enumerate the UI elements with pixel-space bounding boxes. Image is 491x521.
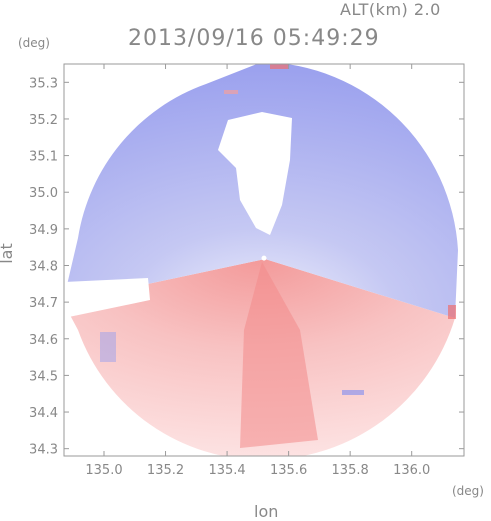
echo-artifact <box>224 90 238 94</box>
radar-site-marker <box>261 255 267 261</box>
x-tick-label: 135.6 <box>270 463 307 478</box>
x-axis-title: lon <box>254 502 279 521</box>
x-tick-label: 135.2 <box>147 463 184 478</box>
y-unit-label: (deg) <box>18 36 50 50</box>
radar-echo-layer <box>64 64 458 456</box>
y-tick-label: 35.0 <box>29 186 58 201</box>
plot-frame <box>63 63 465 457</box>
y-tick-label: 34.9 <box>29 223 58 238</box>
y-tick-label: 34.8 <box>29 259 58 274</box>
receding-core-streak <box>240 262 318 448</box>
no-echo-wedge-west <box>64 278 150 318</box>
y-tick-label: 35.3 <box>29 76 58 91</box>
timestamp-label: 2013/09/16 05:49:29 <box>128 26 380 51</box>
echo-artifact <box>100 332 116 362</box>
echo-artifact <box>270 64 288 69</box>
y-tick-label: 34.4 <box>29 406 58 421</box>
echo-artifact <box>448 305 456 319</box>
y-axis: 35.3 35.2 35.1 35.0 34.9 34.8 34.7 34.6 34.5 34.4… <box>29 76 464 458</box>
y-tick-label: 35.1 <box>29 150 58 165</box>
y-tick-label: 34.5 <box>29 369 58 384</box>
altitude-label: ALT(km) 2.0 <box>340 0 441 19</box>
echo-artifact <box>342 390 364 395</box>
x-tick-label: 136.0 <box>393 463 430 478</box>
x-unit-label: (deg) <box>452 484 484 498</box>
x-tick-label: 135.4 <box>208 463 245 478</box>
x-tick-label: 135.8 <box>332 463 369 478</box>
no-echo-gap <box>218 112 292 235</box>
y-tick-label: 34.3 <box>29 443 58 458</box>
x-tick-label: 135.0 <box>85 463 122 478</box>
y-tick-label: 35.2 <box>29 113 58 128</box>
y-tick-label: 34.7 <box>29 296 58 311</box>
y-tick-label: 34.6 <box>29 333 58 348</box>
x-axis: 135.0 135.2 135.4 135.6 135.8 136.0 <box>85 64 430 478</box>
